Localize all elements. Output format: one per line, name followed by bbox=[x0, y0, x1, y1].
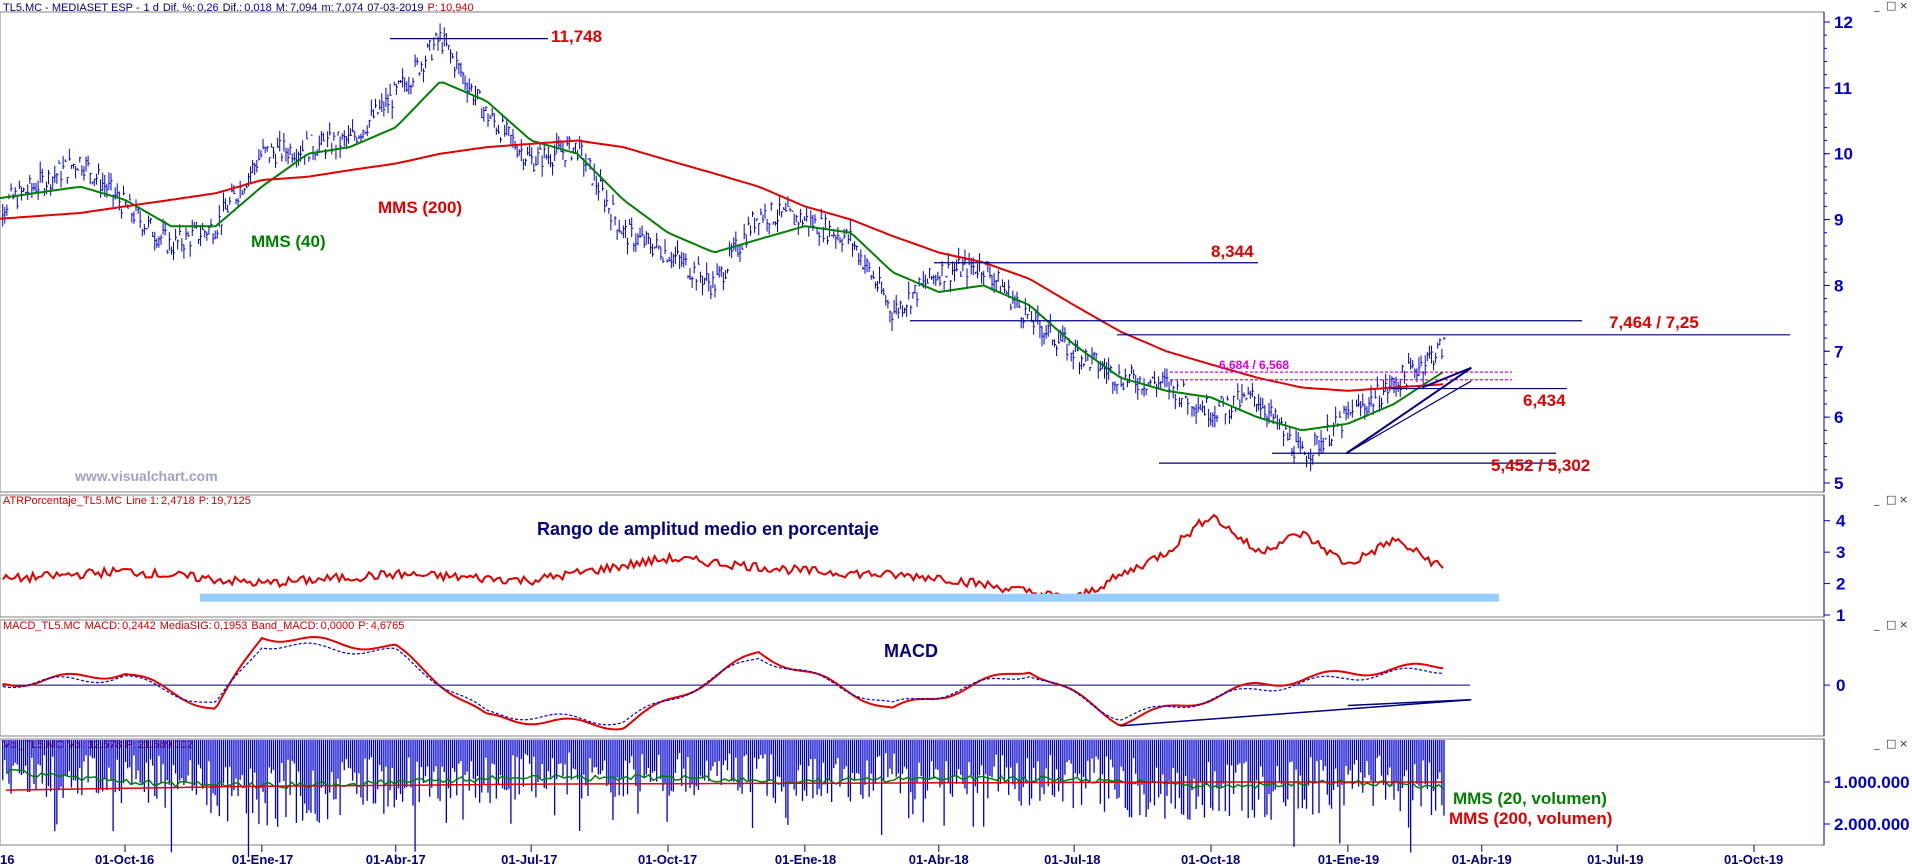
y-tick-label: 7 bbox=[1834, 342, 1843, 361]
y-tick-label: 11 bbox=[1834, 79, 1852, 98]
close-icon[interactable]: × bbox=[1899, 618, 1908, 631]
vol-mms200-line bbox=[6, 781, 1444, 791]
y-tick-label: 2.000.000 bbox=[1834, 815, 1910, 834]
maximize-icon[interactable]: □ bbox=[1886, 493, 1896, 506]
label-vol-mms20: MMS (20, volumen) bbox=[1453, 789, 1607, 808]
label-resistance-2: 7,464 / 7,25 bbox=[1609, 313, 1699, 332]
x-tick-label: 16 bbox=[0, 852, 14, 867]
label-vol-mms200: MMS (200, volumen) bbox=[1449, 809, 1612, 828]
label-mms200: MMS (200) bbox=[378, 198, 462, 217]
x-tick-label: 01-Abr-18 bbox=[909, 852, 969, 867]
atr-baseline-band bbox=[200, 593, 1499, 602]
x-tick-label: 01-Jul-18 bbox=[1044, 852, 1100, 867]
minimize-icon[interactable]: _ bbox=[1873, 618, 1880, 631]
atr-line bbox=[2, 513, 1444, 602]
maximize-icon[interactable]: □ bbox=[1886, 618, 1896, 631]
price-header: TL5.MC - MEDIASET ESP -1 d Dif. %: 0,26 Dif… bbox=[3, 2, 474, 14]
x-tick-label: 01-Abr-17 bbox=[366, 852, 426, 867]
x-tick-label: 01-Abr-19 bbox=[1452, 852, 1512, 867]
volume-window-buttons[interactable]: _ □ × bbox=[1873, 737, 1908, 750]
label-mms40: MMS (40) bbox=[251, 232, 326, 251]
y-tick-label: 10 bbox=[1834, 145, 1853, 164]
y-tick-label: 1.000.000 bbox=[1834, 773, 1910, 792]
y-tick-label: 12 bbox=[1834, 13, 1853, 32]
y-tick-label: 8 bbox=[1834, 276, 1843, 295]
volume-plot bbox=[2, 740, 1445, 858]
y-tick-label: 1 bbox=[1836, 606, 1845, 625]
x-tick-label: 01-Ene-19 bbox=[1318, 852, 1379, 867]
minimize-icon[interactable]: _ bbox=[1873, 0, 1880, 12]
atr-plot bbox=[2, 513, 1499, 602]
macd-trendline-b bbox=[1347, 699, 1471, 707]
label-resistance-1: 8,344 bbox=[1211, 242, 1254, 261]
trendline-cap bbox=[1421, 366, 1472, 389]
close-icon[interactable]: × bbox=[1899, 493, 1908, 506]
maximize-icon[interactable]: □ bbox=[1886, 737, 1896, 750]
label-high: 11,748 bbox=[551, 27, 602, 46]
mms40-line bbox=[0, 81, 1444, 431]
x-tick-label: 01-Oct-19 bbox=[1724, 852, 1783, 867]
y-tick-label: 9 bbox=[1834, 211, 1843, 230]
macd-title: MACD bbox=[884, 641, 938, 661]
maximize-icon[interactable]: □ bbox=[1886, 0, 1896, 12]
x-tick-label: 01-Ene-18 bbox=[775, 852, 836, 867]
macd-panel[interactable] bbox=[0, 619, 1825, 737]
price-panel[interactable] bbox=[0, 11, 1825, 493]
atr-header: ATRPorcentaje_TL5.MC Line 1: 2,4718 P: 19,71… bbox=[3, 495, 251, 507]
trendline-upper bbox=[1345, 366, 1472, 455]
x-tick-label: 01-Jul-17 bbox=[501, 852, 557, 867]
x-tick-label: 01-Jul-19 bbox=[1587, 852, 1643, 867]
atr-title: Rango de amplitud medio en porcentaje bbox=[537, 519, 879, 539]
minimize-icon[interactable]: _ bbox=[1873, 493, 1880, 506]
macd-header: MACD_TL5.MC MACD: 0,2442 MediaSIG: 0,1953 Ban… bbox=[3, 620, 404, 632]
y-tick-label: 4 bbox=[1836, 512, 1846, 531]
label-support-1: 6,434 bbox=[1523, 391, 1566, 410]
watermark: www.visualchart.com bbox=[74, 468, 218, 484]
x-tick-label: 01-Oct-18 bbox=[1181, 852, 1240, 867]
x-tick-label: 01-Ene-17 bbox=[232, 852, 293, 867]
price-plot bbox=[0, 23, 1790, 472]
y-tick-label: 2 bbox=[1836, 575, 1845, 594]
price-bars bbox=[2, 23, 1446, 472]
x-tick-label: 01-Oct-17 bbox=[638, 852, 697, 867]
label-low: 5,452 / 5,302 bbox=[1491, 456, 1590, 475]
macd-plot bbox=[2, 636, 1472, 731]
atr-window-buttons[interactable]: _ □ × bbox=[1873, 493, 1908, 506]
macd-trendline-a bbox=[1120, 699, 1472, 727]
macd-signal-line bbox=[2, 642, 1444, 726]
macd-window-buttons[interactable]: _ □ × bbox=[1873, 618, 1908, 631]
x-tick-label: 01-Oct-16 bbox=[95, 852, 154, 867]
label-band: 6,684 / 6,568 bbox=[1219, 358, 1289, 372]
volume-panel[interactable] bbox=[0, 738, 1825, 846]
close-icon[interactable]: × bbox=[1899, 737, 1908, 750]
price-window-buttons[interactable]: _ □ × bbox=[1873, 0, 1908, 12]
y-tick-label: 0 bbox=[1836, 676, 1845, 695]
mms200-line bbox=[0, 139, 1444, 392]
y-tick-label: 6 bbox=[1834, 408, 1843, 427]
close-icon[interactable]: × bbox=[1899, 0, 1908, 12]
minimize-icon[interactable]: _ bbox=[1873, 737, 1880, 750]
y-tick-label: 3 bbox=[1836, 543, 1845, 562]
volume-bars bbox=[2, 740, 1445, 858]
trendline-lower bbox=[1346, 380, 1472, 454]
atr-panel[interactable] bbox=[0, 494, 1825, 618]
y-tick-label: 5 bbox=[1834, 474, 1843, 493]
